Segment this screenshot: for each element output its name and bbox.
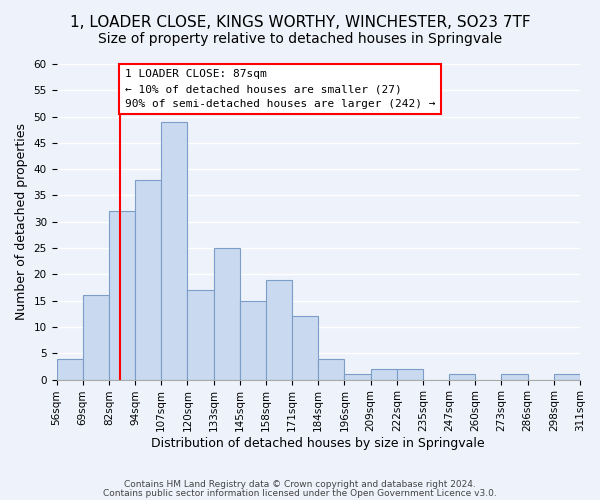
Text: Contains public sector information licensed under the Open Government Licence v3: Contains public sector information licen… [103,488,497,498]
Bar [214,248,240,380]
Bar [161,122,187,380]
Text: 1, LOADER CLOSE, KINGS WORTHY, WINCHESTER, SO23 7TF: 1, LOADER CLOSE, KINGS WORTHY, WINCHESTE… [70,15,530,30]
Text: Contains HM Land Registry data © Crown copyright and database right 2024.: Contains HM Land Registry data © Crown c… [124,480,476,489]
Bar [109,212,135,380]
Text: 1 LOADER CLOSE: 87sqm
← 10% of detached houses are smaller (27)
90% of semi-deta: 1 LOADER CLOSE: 87sqm ← 10% of detached … [125,70,436,109]
Bar [266,280,292,380]
X-axis label: Distribution of detached houses by size in Springvale: Distribution of detached houses by size … [151,437,485,450]
Bar [83,296,109,380]
Bar [56,358,83,380]
Bar [371,369,397,380]
Y-axis label: Number of detached properties: Number of detached properties [15,124,28,320]
Bar [502,374,527,380]
Bar [187,290,214,380]
Bar [292,316,318,380]
Bar [344,374,371,380]
Bar [240,300,266,380]
Bar [554,374,580,380]
Bar [318,358,344,380]
Bar [449,374,475,380]
Bar [397,369,423,380]
Text: Size of property relative to detached houses in Springvale: Size of property relative to detached ho… [98,32,502,46]
Bar [135,180,161,380]
